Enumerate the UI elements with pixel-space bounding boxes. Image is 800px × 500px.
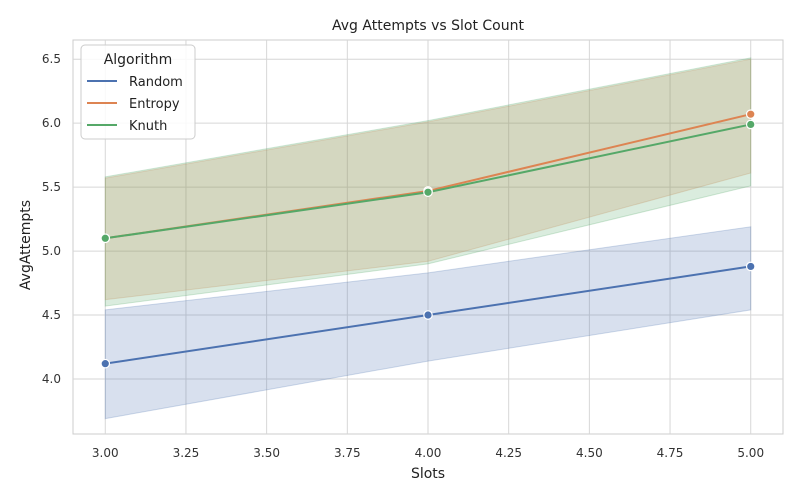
legend-frame — [80, 44, 196, 140]
legend-label-knuth: Knuth — [129, 119, 167, 134]
x-tick-label: 5.00 — [737, 446, 764, 460]
chart-title: Avg Attempts vs Slot Count — [332, 18, 524, 34]
x-tick-label: 3.25 — [173, 446, 200, 460]
y-tick-label: 5.0 — [42, 244, 61, 258]
y-axis-ticks: 4.0 4.5 5.0 5.5 6.0 6.5 — [42, 52, 61, 386]
series-points — [100, 109, 756, 369]
ci-band-knuth — [104, 57, 752, 307]
legend: Algorithm Random Entropy Knuth — [80, 44, 196, 140]
x-tick-label: 4.75 — [657, 446, 684, 460]
data-point-knuth — [745, 119, 756, 130]
legend-items: Random Entropy Knuth — [87, 75, 183, 134]
x-tick-label: 4.00 — [415, 446, 442, 460]
data-point-random — [745, 261, 756, 272]
data-point-knuth — [100, 233, 111, 244]
x-axis-ticks: 3.00 3.25 3.50 3.75 4.00 4.25 4.50 4.75 5.00 — [92, 446, 764, 460]
legend-label-random: Random — [129, 75, 183, 90]
x-tick-label: 4.50 — [576, 446, 603, 460]
y-tick-label: 4.0 — [42, 372, 61, 386]
y-tick-label: 6.0 — [42, 116, 61, 130]
ci-band-entropy — [104, 58, 752, 301]
data-point-random — [100, 358, 111, 369]
y-axis-label: AvgAttempts — [18, 200, 34, 290]
data-point-knuth — [423, 187, 433, 198]
data-point-random — [423, 310, 433, 320]
data-point-entropy — [745, 109, 756, 119]
legend-label-entropy: Entropy — [129, 97, 180, 112]
x-axis-label: Slots — [411, 466, 445, 482]
ci-band-random — [104, 226, 752, 420]
y-tick-label: 4.5 — [42, 308, 61, 322]
confidence-bands — [104, 57, 752, 420]
x-tick-label: 3.00 — [92, 446, 119, 460]
y-tick-label: 5.5 — [42, 180, 61, 194]
x-tick-label: 4.25 — [495, 446, 522, 460]
x-tick-label: 3.50 — [253, 446, 280, 460]
legend-title: Algorithm — [104, 52, 173, 68]
x-tick-label: 3.75 — [334, 446, 361, 460]
y-tick-label: 6.5 — [42, 52, 61, 66]
